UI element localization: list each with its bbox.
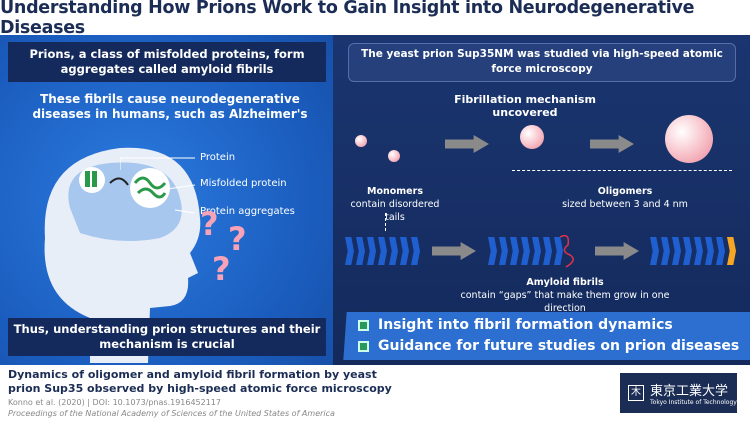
conclusion-banner: Thus, understanding prion structures and… [8, 318, 326, 356]
fibrils-caption: Amyloid fibrils contain “gaps” that make … [440, 276, 690, 315]
small-oligomer-icon [520, 125, 544, 149]
label-leader-lines [120, 157, 196, 214]
fibril-3-grown [650, 237, 736, 265]
finding-item: Insight into fibril formation dynamics [358, 317, 673, 333]
finding-text: Insight into fibril formation dynamics [378, 317, 673, 333]
logo-emblem-icon: 木 [628, 385, 644, 401]
large-oligomer-icon [665, 115, 713, 163]
journal-name: Proceedings of the National Academy of S… [8, 409, 335, 418]
prion-intro-banner: Prions, a class of misfolded proteins, f… [8, 42, 326, 82]
monomers-title: Monomers [367, 186, 423, 197]
disease-subtitle: These fibrils cause neurodegenerative di… [32, 92, 308, 121]
monomer-icon [388, 150, 400, 162]
paper-authors-doi: Konno et al. (2020) | DOI: 10.1073/pnas.… [8, 398, 222, 407]
oligomer-bracket [512, 170, 732, 171]
monomers-desc: contain disordered tails [350, 199, 440, 223]
arrow-icon [445, 135, 489, 153]
dashed-arrow [385, 213, 386, 231]
label-misfolded-protein: Misfolded protein [200, 178, 287, 189]
arrow-icon [590, 135, 634, 153]
fibrils-desc: contain “gaps” that make them grow in on… [460, 290, 670, 314]
logo-name-en: Tokyo Institute of Technology [650, 399, 737, 406]
fibrils-title: Amyloid fibrils [526, 277, 604, 288]
paper-title: Dynamics of oligomer and amyloid fibril … [8, 368, 392, 395]
arrow-icon [432, 242, 476, 260]
checkbox-icon [358, 319, 369, 331]
label-protein: Protein [200, 152, 236, 163]
monomer-icon [355, 135, 367, 147]
fibril-2-with-gap [488, 237, 563, 265]
oligomers-desc: sized between 3 and 4 nm [562, 199, 688, 210]
question-mark-icon: ? [228, 220, 247, 258]
oligomers-title: Oligomers [597, 186, 653, 197]
monomers-caption: Monomers contain disordered tails [340, 185, 450, 224]
study-intro-box: The yeast prion Sup35NM was studied via … [348, 43, 736, 82]
checkbox-icon [358, 340, 369, 352]
page-title: Understanding How Prions Work to Gain In… [0, 0, 695, 38]
finding-item: Guidance for future studies on prion dis… [358, 338, 739, 354]
mechanism-heading: Fibrillation mechanism uncovered [454, 93, 596, 119]
fibril-1 [345, 237, 420, 265]
tokyo-tech-logo: 木 東京工業大学 Tokyo Institute of Technology [620, 373, 737, 413]
question-mark-icon: ? [212, 250, 231, 288]
finding-text: Guidance for future studies on prion dis… [378, 338, 740, 354]
arrow-icon [595, 242, 639, 260]
head-illustration [44, 147, 201, 363]
label-protein-aggregates: Protein aggregates [200, 206, 295, 217]
question-mark-icon: ? [200, 205, 219, 243]
logo-name-jp: 東京工業大学 [650, 384, 729, 399]
disordered-tail-icon [559, 234, 574, 268]
oligomers-caption: Oligomers sized between 3 and 4 nm [540, 185, 710, 211]
